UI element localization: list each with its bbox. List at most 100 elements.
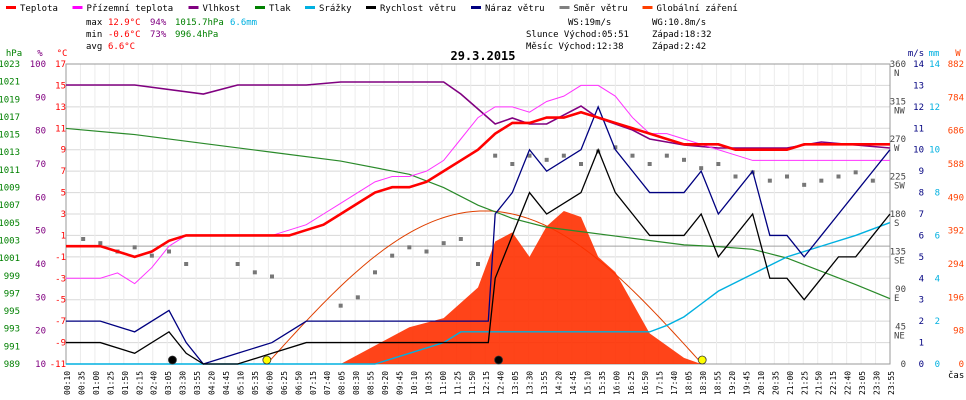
series-prizemni-teplota-line <box>66 84 890 285</box>
x-tick-label: 19:20 <box>728 371 737 395</box>
hpa-axis-tick: 993 <box>4 325 20 335</box>
wind-direction-point <box>270 274 274 279</box>
wind-axis-tick: 13 <box>913 81 924 91</box>
legend-label-6: Náraz větru <box>485 4 545 14</box>
wind-direction-point <box>664 153 669 158</box>
stat-min-temp: -0.6°C <box>108 30 141 40</box>
hpa-axis-tick: 1003 <box>0 236 20 246</box>
wind-axis-tick: 1 <box>919 339 924 349</box>
legend-label-4: Srážky <box>319 4 352 14</box>
sunrise-marker <box>168 355 177 365</box>
wind-direction-point <box>424 249 429 254</box>
x-tick-label: 15:10 <box>583 371 592 395</box>
hpa-axis-tick: 989 <box>4 360 20 370</box>
wind-direction-point <box>870 178 875 183</box>
wind-direction-point <box>493 153 498 158</box>
x-tick-label: 12:40 <box>497 371 506 395</box>
percent-axis-tick: 50 <box>35 227 46 237</box>
percent-axis-tick: 70 <box>35 160 46 170</box>
wind-direction-point <box>184 262 189 266</box>
rain-axis-tick: 14 <box>929 60 940 70</box>
wind-direction-point <box>699 166 704 171</box>
legend-swatch-3 <box>255 6 265 9</box>
x-tick-label: 18:55 <box>714 371 723 395</box>
wind-axis-tick: 7 <box>919 210 924 220</box>
hpa-axis-tick: 1011 <box>0 166 20 176</box>
direction-label: W <box>894 144 900 154</box>
wind-direction-point <box>476 262 480 266</box>
wind-direction-point <box>630 153 635 158</box>
legend-label-3: Tlak <box>269 4 291 14</box>
direction-axis-tick: 90 <box>895 285 906 295</box>
radiation-axis-tick: 784 <box>948 93 964 103</box>
direction-axis-tick: 45 <box>895 323 906 333</box>
hpa-axis-tick: 1009 <box>0 184 20 194</box>
x-tick-label: 03:55 <box>193 371 202 395</box>
x-tick-label: 14:45 <box>569 371 578 395</box>
legend-label-7: Směr větru <box>574 4 628 14</box>
wind-direction-point <box>836 174 841 179</box>
x-tick-label: 19:45 <box>742 371 751 395</box>
x-tick-label: 21:00 <box>786 371 795 395</box>
legend-swatch-1 <box>72 6 83 9</box>
marks <box>65 81 891 365</box>
x-tick-label: 20:35 <box>771 371 780 395</box>
x-tick-label: 13:55 <box>540 371 549 395</box>
x-tick-label: 22:40 <box>844 371 853 395</box>
x-tick-label: 15:35 <box>598 371 607 395</box>
wind-direction-point <box>579 162 583 166</box>
wind-axis-tick: 2 <box>919 317 924 327</box>
rain-axis-tick: 0 <box>935 360 940 370</box>
wind_ms-axis-label: m/s <box>908 49 924 59</box>
rain-axis-tick: 10 <box>929 146 940 156</box>
hpa-axis-tick: 999 <box>4 272 20 282</box>
x-tick-label: 05:10 <box>236 371 245 395</box>
wind-axis-tick: 14 <box>913 60 924 70</box>
moonset-marker <box>697 355 707 365</box>
axes: 1023102110191017101510131011100910071005… <box>0 49 964 370</box>
rain-axis-tick: 4 <box>935 274 940 284</box>
x-tick-label: 08:55 <box>367 371 376 395</box>
celsius-axis-tick: 1 <box>61 231 66 241</box>
x-tick-label: 22:15 <box>829 371 838 395</box>
wind-axis-tick: 0 <box>919 360 924 370</box>
wind-axis-tick: 5 <box>919 253 924 263</box>
wind-direction-point <box>407 245 412 250</box>
wind-direction-point <box>458 237 463 241</box>
x-tick-label: 10:35 <box>424 371 433 395</box>
legend-label-5: Rychlost větru <box>380 4 456 14</box>
legend-swatch-7 <box>559 6 570 9</box>
x-tick-label: 23:05 <box>858 371 867 395</box>
stat-min-hum: 73% <box>150 30 167 40</box>
direction-label: E <box>894 294 899 304</box>
wind-direction-point <box>733 174 738 179</box>
theoretical-radiation-line <box>266 210 700 365</box>
x-tick-label: 16:25 <box>627 371 636 395</box>
celsius-axis-tick: -11 <box>50 360 66 370</box>
legend: Teplota Přízemní teplota Vlhkost Tlak Srážky… <box>6 4 738 14</box>
wind-direction-point <box>853 170 858 175</box>
radiation-axis-tick: 588 <box>948 160 964 170</box>
wind-direction-point <box>613 145 618 150</box>
wind-axis-tick: 12 <box>913 103 924 113</box>
hpa-axis-tick: 1017 <box>0 113 20 123</box>
stat-avg-label: avg <box>86 42 102 52</box>
wind-axis-tick: 11 <box>913 124 924 134</box>
x-tick-label: 12:15 <box>482 371 491 395</box>
wind-direction-point <box>561 153 566 158</box>
wind-direction-point <box>373 270 377 275</box>
series-teplota-line <box>66 110 890 259</box>
rain_mm-axis-label: mm <box>929 49 940 59</box>
celsius-axis-tick: 13 <box>55 103 66 113</box>
hpa-axis-tick: 1007 <box>0 201 20 211</box>
wind-direction-point <box>149 253 154 258</box>
x-tick-label: 10:10 <box>410 371 419 395</box>
x-tick-label: 11:25 <box>453 371 462 395</box>
celsius-axis-label: °C <box>57 49 68 59</box>
wind-direction-point <box>596 149 601 154</box>
stat-max-press: 1015.7hPa <box>175 18 224 28</box>
celsius-axis-tick: 7 <box>61 167 66 177</box>
percent-axis-tick: 30 <box>35 293 46 303</box>
x-tick-label: 06:00 <box>265 371 274 395</box>
direction-axis-tick: 315 <box>890 98 906 108</box>
